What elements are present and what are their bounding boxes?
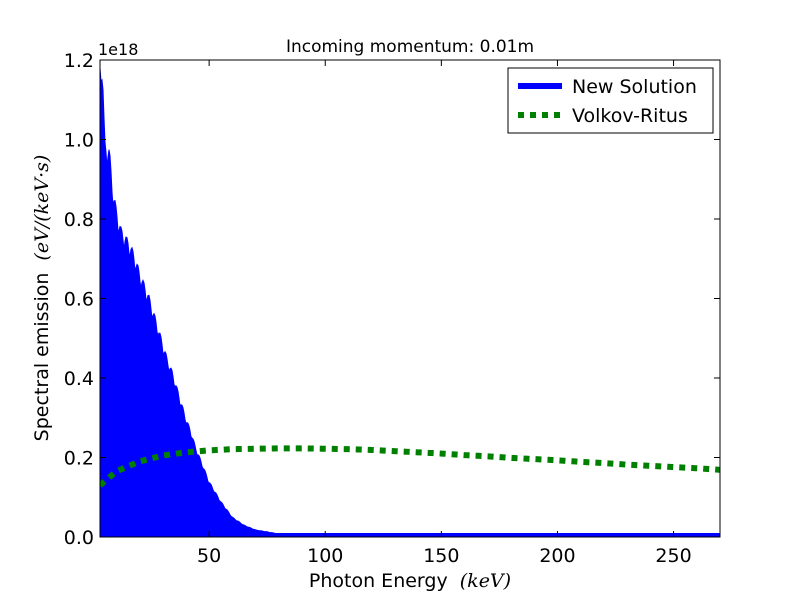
- x-axis-label: Photon Energy (keV): [309, 570, 511, 592]
- y-tick-label: 1.2: [64, 50, 94, 72]
- svg-text:Photon Energy (keV): Photon Energy (keV): [309, 570, 511, 592]
- y-axis-label-unit: (eV/(keV·s): [31, 155, 53, 261]
- x-axis-label-text: Photon Energy: [309, 570, 448, 592]
- x-tick-label: 200: [539, 545, 575, 567]
- y-tick-label: 0.8: [64, 209, 94, 231]
- x-tick-label: 150: [423, 545, 459, 567]
- chart-title: Incoming momentum: 0.01m: [286, 37, 534, 57]
- legend-label-volkov-ritus: Volkov-Ritus: [572, 105, 688, 127]
- y-tick-label: 1.0: [64, 130, 94, 152]
- y-tick-label: 0.4: [64, 368, 94, 390]
- legend-label-new-solution: New Solution: [572, 76, 697, 98]
- x-axis: 50 100 150 200 250: [197, 60, 692, 567]
- legend-box: [507, 67, 714, 134]
- y-tick-label: 0.0: [64, 527, 94, 549]
- y-axis: 0.0 0.2 0.4 0.6 0.8 1.0 1.2: [64, 50, 720, 549]
- y-tick-label: 0.6: [64, 289, 94, 311]
- x-axis-label-unit: (keV): [460, 570, 511, 592]
- y-axis-label: Spectral emission (eV/(keV·s): [31, 155, 53, 442]
- y-tick-label: 0.2: [64, 448, 94, 470]
- series-volkov-ritus: [100, 445, 720, 488]
- svg-text:Spectral emission (eV/(k: Spectral emission (eV/(keV·s): [31, 155, 53, 442]
- y-multiplier-label: 1e18: [98, 40, 138, 59]
- legend: New Solution Volkov-Ritus: [507, 67, 714, 134]
- x-tick-label: 50: [197, 545, 221, 567]
- series-volkov-ritus-line: [100, 445, 720, 488]
- x-tick-label: 100: [307, 545, 343, 567]
- y-axis-label-text: Spectral emission: [31, 273, 53, 442]
- x-tick-label: 250: [655, 545, 691, 567]
